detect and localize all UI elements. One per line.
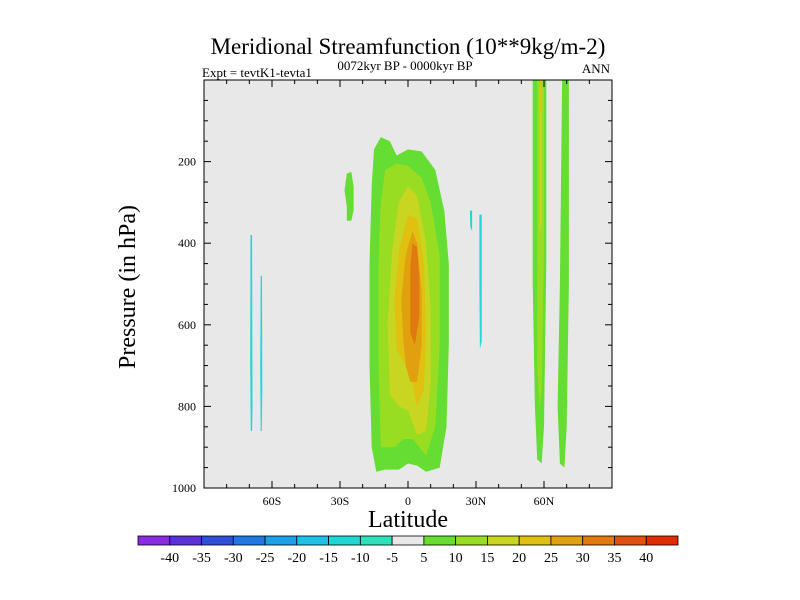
- colorbar-swatch: [137, 535, 171, 546]
- colorbar-label: 20: [512, 551, 526, 566]
- y-axis: 200 400 600 800 1000: [172, 79, 612, 495]
- colorbar-label: -20: [287, 551, 306, 566]
- experiment-label: Expt = tevtK1-tevta1: [202, 65, 312, 80]
- colorbar-label: -30: [224, 551, 243, 566]
- x-tick-label: 60S: [263, 494, 282, 508]
- colorbar-swatch: [487, 535, 520, 546]
- colorbar-label: 25: [544, 551, 558, 566]
- colorbar-swatch: [232, 535, 266, 546]
- x-axis-label: Latitude: [368, 507, 448, 533]
- colorbar-swatch: [455, 535, 488, 546]
- colorbar-label: 30: [576, 551, 590, 566]
- colorbar-swatch: [582, 535, 615, 546]
- colorbar-label: 35: [607, 551, 621, 566]
- negative-cell-contour--10: [469, 210, 473, 231]
- colorbar-swatch: [423, 535, 457, 546]
- colorbar-swatch: [169, 535, 202, 546]
- colorbar-swatch: [201, 535, 234, 546]
- northern-band-contour-10: [557, 80, 569, 468]
- colorbar-swatch: [550, 535, 584, 546]
- colorbar-label: -5: [386, 551, 398, 566]
- negative-cell-contour--10: [479, 214, 482, 350]
- colorbar-label: -10: [351, 551, 370, 566]
- negative-cell-contour--10: [250, 235, 253, 431]
- y-tick-label: 800: [178, 399, 196, 413]
- y-tick-label: 1000: [172, 481, 196, 495]
- colorbar-label: -35: [192, 551, 211, 566]
- colorbar-swatch: [391, 535, 425, 546]
- x-tick-label: 30S: [331, 494, 350, 508]
- y-tick-label: 200: [178, 155, 196, 169]
- colorbar-label: -25: [256, 551, 275, 566]
- x-tick-label: 60N: [534, 494, 555, 508]
- colorbar-swatch: [296, 535, 329, 546]
- colorbar-swatch: [518, 535, 552, 546]
- colorbar-label: 15: [480, 551, 494, 566]
- small-cell-contour-10: [344, 171, 354, 221]
- northern-band-contour-15: [537, 80, 544, 407]
- season-label: ANN: [582, 61, 611, 76]
- colorbar-swatch: [645, 535, 679, 546]
- contour-regions: [250, 80, 569, 472]
- y-axis-label: Pressure (in hPa): [115, 205, 141, 369]
- chart-title: Meridional Streamfunction (10**9kg/m-2): [211, 34, 606, 59]
- colorbar-swatch: [328, 535, 361, 546]
- northern-band-contour-25: [540, 80, 542, 113]
- colorbar: -40 -35 -30 -25 -20 -15 -10 -5 5 10 15 20 25 30 35 40: [137, 535, 679, 566]
- colorbar-label: -15: [319, 551, 338, 566]
- colorbar-label: 10: [449, 551, 463, 566]
- x-axis: 60S 30S 0 30N 60N: [203, 80, 613, 508]
- colorbar-swatch: [264, 535, 298, 546]
- time-range-label: 0072kyr BP - 0000kyr BP: [337, 58, 472, 73]
- negative-cell-contour--10: [260, 275, 263, 431]
- y-tick-label: 600: [178, 318, 196, 332]
- northern-band-contour-20: [539, 88, 542, 235]
- colorbar-label: 40: [639, 551, 653, 566]
- tropical-cell-contour-35: [410, 243, 420, 346]
- colorbar-label: -40: [160, 551, 179, 566]
- x-tick-label: 0: [405, 494, 411, 508]
- colorbar-label: 5: [420, 551, 427, 566]
- x-tick-label: 30N: [466, 494, 487, 508]
- colorbar-swatch: [614, 535, 647, 546]
- y-tick-label: 400: [178, 236, 196, 250]
- colorbar-swatch: [359, 535, 393, 546]
